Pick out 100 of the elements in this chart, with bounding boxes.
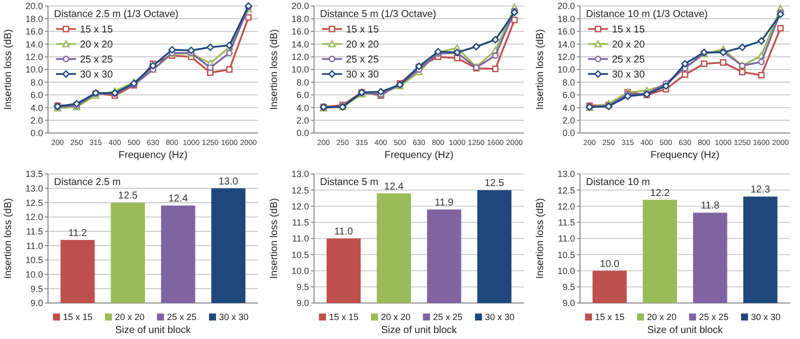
y-axis-title: Insertion loss (dB) (3, 198, 14, 278)
y-tick-label: 10.0 (25, 64, 43, 75)
x-axis-title: Frequency (Hz) (650, 150, 720, 161)
y-tick-label: 20.0 (25, 1, 43, 12)
y-axis-title: Insertion loss (dB) (535, 29, 546, 110)
y-tick-label: 10.0 (557, 64, 575, 75)
y-tick-label: 10.5 (25, 254, 43, 265)
y-tick-label: 16.0 (291, 26, 309, 37)
chart-title: Distance 5 m (320, 176, 378, 188)
y-tick-label: 2.0 (30, 115, 43, 126)
y-tick-label: 0.0 (562, 128, 575, 138)
y-tick-label: 18.0 (557, 14, 575, 24)
y-tick-label: 10.0 (291, 265, 309, 276)
y-tick-label: 6.0 (30, 90, 43, 100)
x-axis-title: Size of unit block (381, 324, 458, 336)
y-tick-label: 12.0 (557, 200, 575, 211)
y-tick-label: 10.5 (291, 249, 309, 260)
y-axis-title: Insertion loss (dB) (535, 198, 546, 278)
y-tick-label: 12.0 (291, 52, 309, 62)
y-tick-label: 14.0 (557, 39, 575, 50)
legend-label: 30 x 30 (80, 70, 114, 80)
chart-title: Distance 2.5 m (1/3 Octave) (54, 9, 178, 20)
y-tick-label: 8.0 (30, 77, 43, 88)
y-tick-label: 11.0 (26, 240, 43, 250)
data-label: 12.4 (384, 180, 404, 192)
y-tick-label: 11.5 (558, 217, 575, 228)
legend-label: 30 x 30 (612, 70, 646, 80)
y-tick-label: 9.0 (30, 298, 43, 308)
y-tick-label: 10.5 (557, 249, 575, 260)
legend-label: 25 x 25 (167, 312, 197, 322)
y-tick-label: 13.0 (291, 168, 309, 179)
legend-label: 15 x 15 (595, 312, 625, 322)
data-label: 12.5 (484, 178, 505, 189)
legend-label: 15 x 15 (346, 24, 380, 36)
y-tick-label: 12.0 (557, 52, 575, 62)
legend-label: 15 x 15 (329, 312, 359, 322)
y-tick-label: 10.0 (291, 64, 309, 75)
y-tick-label: 20.0 (557, 1, 575, 12)
y-tick-label: 8.0 (562, 77, 575, 88)
legend-label: 15 x 15 (63, 312, 93, 322)
chart-title: Distance 5 m (1/3 Octave) (320, 9, 436, 20)
y-tick-label: 9.5 (562, 282, 575, 292)
y-tick-label: 11.5 (292, 217, 309, 228)
legend-label: 20 x 20 (381, 312, 411, 322)
y-tick-label: 12.0 (25, 212, 43, 222)
data-label: 12.5 (118, 190, 138, 202)
y-tick-label: 12.0 (25, 52, 43, 62)
y-axis-title: Insertion loss (dB) (3, 29, 14, 110)
y-tick-label: 14.0 (25, 39, 43, 50)
y-tick-label: 9.5 (296, 282, 309, 292)
legend-label: 30 x 30 (751, 312, 781, 322)
x-axis-title: Frequency (Hz) (384, 150, 454, 161)
legend-label: 25 x 25 (699, 312, 729, 322)
y-tick-label: 10.0 (25, 268, 43, 279)
legend-label: 20 x 20 (80, 40, 114, 50)
y-tick-label: 4.0 (30, 102, 43, 113)
data-label: 11.0 (334, 226, 354, 237)
y-tick-label: 18.0 (25, 14, 43, 24)
y-tick-label: 4.0 (296, 102, 309, 113)
y-tick-label: 0.0 (296, 128, 309, 138)
y-tick-label: 11.5 (26, 226, 43, 236)
legend-label: 20 x 20 (115, 312, 145, 322)
data-label: 12.3 (750, 184, 771, 196)
y-tick-label: 12.5 (25, 197, 43, 208)
legend-label: 25 x 25 (80, 54, 114, 66)
chart-title: Distance 10 m (586, 176, 650, 188)
data-label: 11.2 (68, 227, 88, 238)
y-tick-label: 9.0 (296, 298, 309, 308)
y-tick-label: 8.0 (296, 77, 309, 88)
legend-label: 15 x 15 (612, 24, 646, 36)
y-tick-label: 12.0 (291, 200, 309, 211)
y-tick-label: 2.0 (296, 115, 309, 126)
data-label: 10.0 (600, 258, 620, 270)
y-tick-label: 6.0 (296, 90, 309, 100)
y-axis-title: Insertion loss (dB) (269, 198, 280, 278)
chart-title: Distance 10 m (1/3 Octave) (586, 9, 708, 20)
data-label: 12.4 (168, 193, 188, 204)
y-tick-label: 12.5 (291, 184, 309, 195)
y-tick-label: 16.0 (25, 26, 43, 37)
legend-label: 25 x 25 (346, 54, 380, 66)
y-tick-label: 9.0 (562, 298, 575, 308)
y-axis-title: Insertion loss (dB) (269, 29, 280, 110)
x-axis-title: Frequency (Hz) (118, 150, 188, 161)
y-tick-label: 9.5 (30, 283, 43, 294)
legend-label: 15 x 15 (80, 24, 114, 36)
chart-title: Distance 2.5 m (54, 176, 121, 188)
y-tick-label: 13.0 (25, 182, 43, 193)
y-tick-label: 2.0 (562, 115, 575, 126)
data-label: 13.0 (218, 176, 239, 187)
y-tick-label: 11.0 (292, 233, 309, 244)
legend-label: 20 x 20 (346, 40, 380, 50)
x-axis-title: Size of unit block (647, 324, 724, 336)
y-tick-label: 13.0 (557, 168, 575, 179)
legend-label: 30 x 30 (485, 312, 515, 322)
y-tick-label: 12.5 (557, 184, 575, 195)
y-tick-label: 10.0 (557, 265, 575, 276)
legend-label: 20 x 20 (612, 40, 646, 50)
y-tick-label: 14.0 (291, 39, 309, 50)
legend-label: 25 x 25 (612, 54, 646, 66)
legend-label: 30 x 30 (346, 70, 380, 80)
